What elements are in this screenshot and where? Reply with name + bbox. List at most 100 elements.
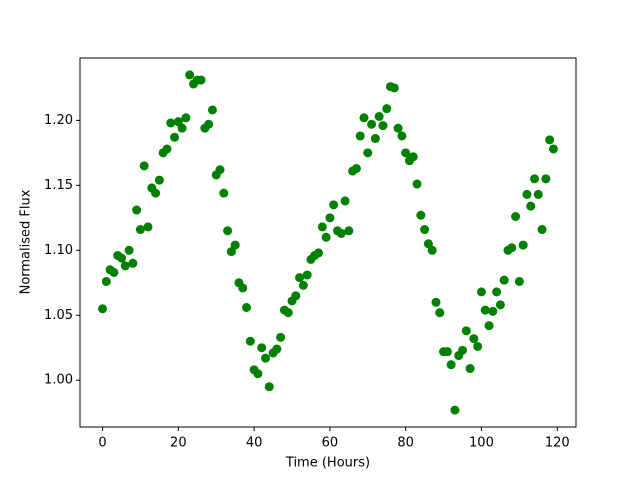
point [143, 222, 153, 232]
point [124, 245, 134, 255]
point [522, 189, 532, 199]
point [101, 276, 111, 286]
point [151, 188, 161, 198]
point [397, 131, 407, 141]
y-axis-label: Normalised Flux [19, 189, 34, 294]
point [537, 225, 547, 235]
point [359, 113, 369, 123]
point [242, 302, 252, 312]
x-tick-label: 120 [545, 436, 570, 451]
point [355, 131, 365, 141]
point [276, 332, 286, 342]
point [185, 70, 195, 80]
point [317, 222, 327, 232]
point [367, 119, 377, 129]
point [329, 200, 339, 210]
point [116, 253, 126, 263]
point [128, 258, 138, 268]
point [321, 232, 331, 242]
point [514, 276, 524, 286]
point [401, 148, 411, 158]
point [340, 196, 350, 206]
point [253, 369, 263, 379]
point [378, 121, 388, 131]
point [450, 405, 460, 415]
point [469, 334, 479, 344]
point [344, 226, 354, 236]
point [177, 123, 187, 133]
point [302, 270, 312, 280]
y-tick-label: 1.00 [44, 373, 73, 388]
point [166, 118, 176, 128]
point [480, 305, 490, 315]
y-tick-label: 1.10 [44, 243, 73, 258]
point [382, 104, 392, 114]
point [272, 344, 282, 354]
point [260, 353, 270, 363]
point [226, 247, 236, 257]
point [170, 132, 180, 142]
point [442, 347, 452, 357]
y-tick-label: 1.05 [44, 308, 73, 323]
y-tick-label: 1.15 [44, 178, 73, 193]
point [476, 287, 486, 297]
point [230, 240, 240, 250]
plot-frame [79, 57, 577, 428]
point [526, 201, 536, 211]
point [295, 273, 305, 283]
point [162, 144, 172, 154]
point [139, 161, 149, 171]
point [484, 321, 494, 331]
point [495, 300, 505, 310]
x-tick-label: 0 [98, 436, 106, 451]
point [420, 225, 430, 235]
point [416, 210, 426, 220]
x-tick-label: 100 [469, 436, 494, 451]
point [518, 240, 528, 250]
point [264, 382, 274, 392]
point [492, 287, 502, 297]
point [370, 134, 380, 144]
point [196, 75, 206, 85]
point [473, 341, 483, 351]
point [120, 261, 130, 271]
point [533, 189, 543, 199]
point [541, 174, 551, 184]
point [545, 135, 555, 145]
point [181, 113, 191, 123]
point [238, 283, 248, 293]
point [132, 205, 142, 215]
point [427, 245, 437, 255]
point [363, 148, 373, 158]
point [465, 364, 475, 374]
point [98, 304, 108, 314]
point [204, 119, 214, 129]
point [135, 225, 145, 235]
point [393, 123, 403, 133]
x-axis-label: Time (Hours) [285, 456, 370, 471]
point [109, 267, 119, 277]
point [257, 343, 267, 353]
point [314, 248, 324, 258]
point [488, 306, 498, 316]
point [431, 297, 441, 307]
point [446, 360, 456, 370]
point [499, 275, 509, 285]
point [435, 308, 445, 318]
x-tick-label: 40 [246, 436, 263, 451]
point [215, 165, 225, 175]
point [154, 175, 164, 185]
x-tick-label: 80 [397, 436, 414, 451]
point [325, 213, 335, 223]
point [291, 291, 301, 301]
point [412, 179, 422, 189]
point [351, 163, 361, 173]
x-tick-label: 60 [322, 436, 339, 451]
point [408, 152, 418, 162]
point [207, 105, 217, 115]
point [245, 336, 255, 346]
point [374, 111, 384, 121]
point [461, 326, 471, 336]
point [458, 345, 468, 355]
